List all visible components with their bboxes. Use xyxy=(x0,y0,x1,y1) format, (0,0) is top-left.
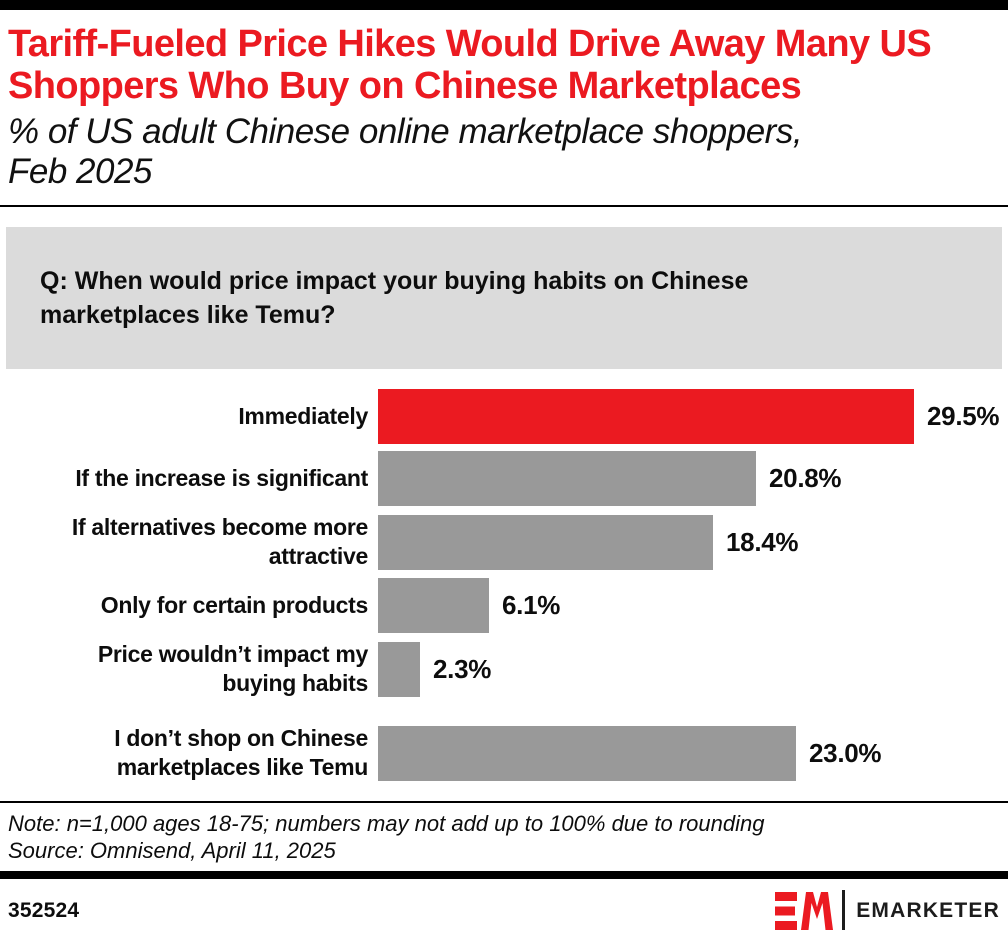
value-label: 29.5% xyxy=(927,401,1000,431)
footer: 352524 EMARKETER xyxy=(0,890,1008,930)
value-label: 18.4% xyxy=(726,526,799,557)
chart-row: Price wouldn’t impact my buying habits 2.… xyxy=(0,640,1008,698)
bar xyxy=(378,641,420,697)
question-text: Q: When would price impact your buying h… xyxy=(40,267,749,329)
bar xyxy=(378,514,713,570)
brand-name: EMARKETER xyxy=(856,899,1000,922)
chart-title: Tariff-Fueled Price Hikes Would Drive Aw… xyxy=(8,23,932,107)
bar-label: I don’t shop on Chinese marketplaces lik… xyxy=(114,725,368,780)
bar-label: If alternatives become more attractive xyxy=(71,514,368,569)
source-text: Source: Omnisend, April 11, 2025 xyxy=(8,838,336,863)
brand-separator xyxy=(842,890,846,930)
header-divider xyxy=(0,205,1008,207)
bar-label: Price wouldn’t impact my buying habits xyxy=(97,641,368,696)
note-divider xyxy=(0,801,1008,803)
chart-rows: Immediately 29.5% If the increase is signi… xyxy=(0,389,1008,782)
notes: Note: n=1,000 ages 18-75; numbers may no… xyxy=(0,803,1008,864)
chart-row: If alternatives become more attractive 18… xyxy=(0,513,1008,571)
note-text: Note: n=1,000 ages 18-75; numbers may no… xyxy=(8,811,765,836)
bar-label: Only for certain products xyxy=(100,592,369,618)
bar-label: Immediately xyxy=(238,403,368,429)
bar xyxy=(378,725,796,781)
emarketer-logo: EMARKETER xyxy=(775,890,1000,930)
value-label: 6.1% xyxy=(502,590,561,620)
bar-chart: Immediately 29.5% If the increase is signi… xyxy=(0,389,1008,782)
chart-row: Immediately 29.5% xyxy=(0,389,1008,444)
top-accent-bar xyxy=(0,0,1008,10)
chart-subtitle: % of US adult Chinese online marketplace… xyxy=(8,112,803,191)
value-label: 2.3% xyxy=(433,653,492,684)
value-label: 20.8% xyxy=(769,463,842,493)
chart-row: Only for certain products 6.1% xyxy=(0,578,1008,633)
bar-highlighted xyxy=(378,389,914,444)
chart-row: If the increase is significant 20.8% xyxy=(0,451,1008,506)
header: Tariff-Fueled Price Hikes Would Drive Aw… xyxy=(0,23,1008,192)
footer-bar xyxy=(0,871,1008,879)
emarketer-logo-mark-icon xyxy=(775,892,834,930)
bar xyxy=(378,578,489,633)
bar-label: If the increase is significant xyxy=(75,465,368,491)
chart-id: 352524 xyxy=(8,899,80,922)
bar xyxy=(378,451,756,506)
value-label: 23.0% xyxy=(809,737,882,768)
question-box: Q: When would price impact your buying h… xyxy=(6,227,1002,369)
chart-row: I don’t shop on Chinese marketplaces lik… xyxy=(0,724,1008,782)
